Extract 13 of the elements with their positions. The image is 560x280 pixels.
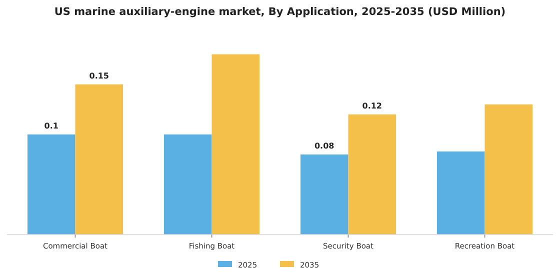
- chart-title: US marine auxiliary-engine market, By Application, 2025-2035 (USD Million): [54, 6, 506, 18]
- bar: [484, 104, 533, 235]
- data-label: 0.08: [314, 141, 335, 150]
- bar: [348, 114, 396, 235]
- bar: [75, 84, 124, 235]
- data-label: 0.12: [362, 101, 382, 110]
- data-label: 0.15: [89, 71, 110, 80]
- bar: [164, 134, 212, 235]
- bar: [212, 54, 260, 235]
- bar: [300, 154, 348, 235]
- bar: [27, 134, 76, 235]
- bar: [436, 151, 485, 235]
- data-label: 0.1: [44, 121, 59, 130]
